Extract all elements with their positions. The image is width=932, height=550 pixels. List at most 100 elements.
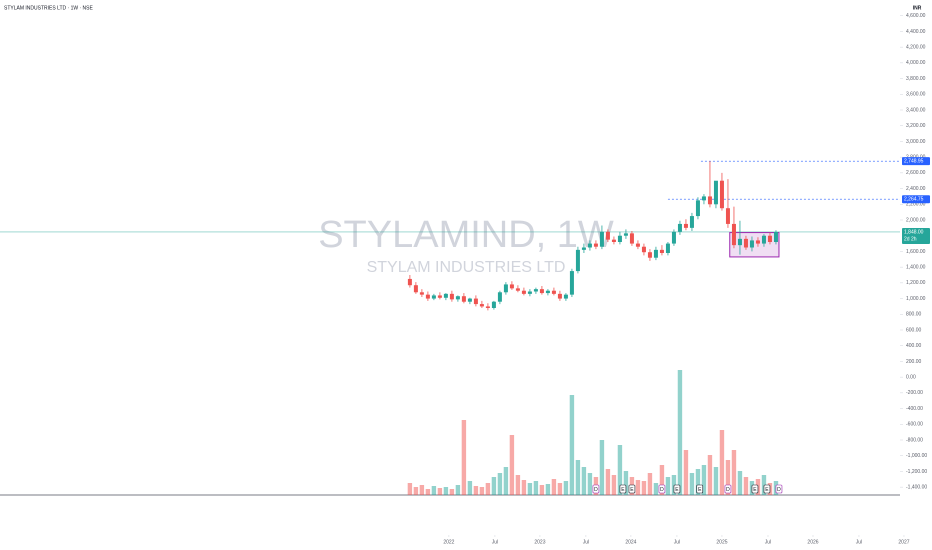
volume-bar [521, 480, 527, 495]
volume-bar [605, 469, 611, 495]
volume-bar [407, 483, 413, 495]
volume-bar [443, 487, 449, 495]
chart-title: STYLAM INDUSTRIES LTD · 1W · NSE [4, 5, 93, 11]
candle-body [587, 243, 592, 248]
y-tick-label: 4,600.00 [906, 13, 926, 19]
volume-bar [509, 435, 515, 495]
volume-bar [647, 473, 653, 495]
x-tick-label: 2023 [534, 539, 545, 545]
event-label: D [726, 487, 730, 493]
x-tick-label: 2025 [716, 539, 727, 545]
candle-body [617, 235, 622, 242]
candle-body [551, 290, 556, 294]
candle-body [749, 240, 754, 248]
volume-bar [545, 484, 551, 495]
y-tick-label: 2,400.00 [906, 186, 926, 192]
event-marker [724, 484, 732, 494]
event-marker [673, 484, 681, 494]
volume-bar [611, 475, 617, 495]
last-price-box [902, 227, 930, 244]
candle-body [659, 249, 664, 253]
volume-bar [641, 481, 647, 495]
candle-body [599, 231, 604, 247]
volume-bar [449, 489, 455, 495]
candle-body [563, 294, 568, 299]
volume-bar [515, 475, 521, 495]
volume-bar [551, 479, 557, 495]
event-label: E [765, 487, 769, 493]
candle-body [623, 233, 628, 236]
volume-bar [713, 467, 719, 495]
y-tick-label: 1,200.00 [906, 280, 926, 286]
candle-body [479, 304, 484, 307]
volume-bar [461, 420, 467, 495]
volume-bar [695, 469, 701, 495]
x-tick-label: 2024 [625, 539, 636, 545]
candle-body [509, 284, 514, 289]
candle-body [437, 295, 442, 298]
y-tick-label: 2,200.00 [906, 202, 926, 208]
volume-bar [659, 465, 665, 495]
y-tick-label: -600.00 [906, 422, 923, 428]
y-tick-label: 0.00 [906, 374, 916, 380]
level-label-box [902, 157, 930, 166]
volume-bar [539, 485, 545, 495]
candle-body [515, 288, 520, 291]
candle-body [713, 180, 718, 205]
candle-body [533, 289, 538, 292]
candle-body [497, 292, 502, 302]
x-tick-label: Jul [856, 539, 862, 545]
candle-body [767, 235, 772, 242]
y-tick-label: -1,200.00 [906, 469, 927, 475]
watermark: STYLAMIND, 1W [318, 214, 614, 256]
event-marker [751, 484, 759, 494]
volume-bar [497, 473, 503, 495]
candle-body [539, 289, 544, 294]
volume-bar [473, 486, 479, 495]
candle-body [527, 291, 532, 294]
candle-body [557, 293, 562, 299]
candle-body [545, 290, 550, 294]
candle-body [695, 200, 700, 217]
candle-body [665, 243, 670, 253]
candle-body [413, 285, 418, 293]
candle-body [503, 284, 508, 293]
y-tick-label: -800.00 [906, 437, 923, 443]
y-tick-label: 3,400.00 [906, 107, 926, 113]
volume-bar [491, 477, 497, 495]
candle-body [449, 293, 454, 300]
volume-bar [671, 475, 677, 495]
candle-body [731, 223, 736, 246]
candle-body [467, 298, 472, 302]
candle-body [707, 196, 712, 205]
candle-body [725, 208, 730, 224]
y-tick-label: 4,200.00 [906, 44, 926, 50]
candle-body [407, 278, 412, 286]
level-label-box [902, 195, 930, 204]
candle-body [671, 231, 676, 244]
volume-bar [575, 460, 581, 495]
y-tick-label: 4,000.00 [906, 60, 926, 66]
candle-body [689, 216, 694, 228]
y-tick-label: 200.00 [906, 359, 922, 365]
volume-bar [557, 483, 563, 495]
candle-body [581, 247, 586, 250]
candle-body [683, 223, 688, 228]
volume-bar [437, 488, 443, 495]
volume-bar [503, 467, 509, 495]
candle-body [629, 233, 634, 244]
y-tick-label: 1,000.00 [906, 296, 926, 302]
candle-body [473, 298, 478, 305]
currency: INR [913, 5, 922, 11]
volume-bar [527, 483, 533, 495]
volume-bar [683, 450, 689, 495]
event-label: D [594, 487, 598, 493]
x-tick-label: Jul [492, 539, 498, 545]
level-label: 2,748.95 [904, 158, 924, 164]
volume-bar [623, 471, 629, 495]
event-label: E [753, 487, 757, 493]
volume-bar [707, 455, 713, 495]
candle-body [635, 243, 640, 247]
x-tick-label: 2022 [443, 539, 454, 545]
volume-bar [455, 485, 461, 495]
